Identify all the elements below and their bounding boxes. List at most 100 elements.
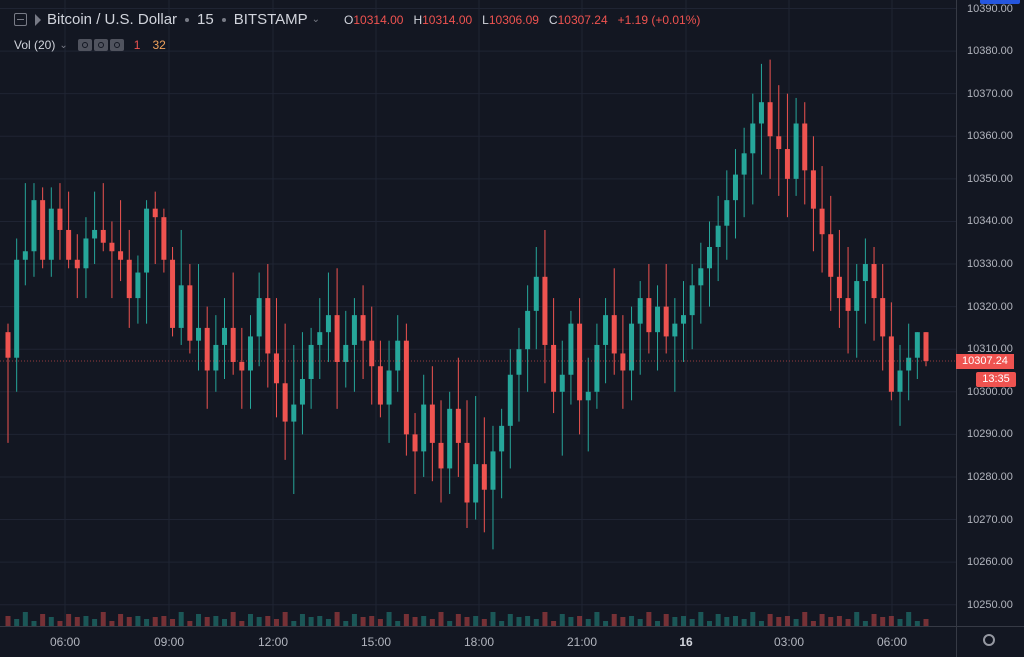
- candle: [611, 268, 617, 375]
- volume-bar: [672, 617, 678, 626]
- indicator-buttons: [77, 39, 124, 51]
- volume-bar: [369, 616, 375, 626]
- volume-bar: [429, 619, 435, 626]
- volume-bar: [48, 617, 54, 626]
- candle: [655, 285, 661, 371]
- candle-body: [499, 425, 505, 452]
- price-tick-label: 10360.00: [967, 130, 1013, 143]
- volume-bar: [577, 616, 583, 626]
- change-value: +1.19 (+0.01%): [617, 12, 701, 27]
- chevron-down-icon[interactable]: ⌄: [59, 39, 68, 51]
- gear-icon[interactable]: [983, 634, 995, 646]
- price-tick-label: 10260.00: [967, 556, 1013, 569]
- candle-body: [170, 259, 176, 328]
- candle: [464, 400, 470, 529]
- volume-bar: [213, 616, 219, 626]
- candle-body: [715, 225, 721, 247]
- volume-bar: [793, 619, 799, 626]
- exchange[interactable]: BITSTAMP: [233, 11, 308, 28]
- candle-body: [698, 268, 704, 286]
- candle: [620, 315, 626, 409]
- candle: [880, 264, 886, 371]
- candle: [750, 93, 756, 205]
- candle-body: [732, 174, 738, 201]
- candle: [559, 340, 565, 456]
- volume-bar: [40, 614, 46, 626]
- separator-dot: [185, 17, 190, 22]
- candle: [66, 191, 72, 269]
- chevron-down-icon[interactable]: ⌄: [311, 14, 321, 25]
- volume-bar: [594, 612, 600, 626]
- candle: [629, 306, 635, 401]
- candle: [646, 264, 652, 354]
- gear-icon[interactable]: [93, 39, 108, 51]
- volume-bar: [810, 621, 816, 626]
- candle: [542, 229, 548, 384]
- candle-body: [802, 123, 808, 171]
- candle: [57, 183, 63, 260]
- candle-body: [247, 336, 253, 371]
- candle: [767, 59, 773, 179]
- eye-icon[interactable]: [77, 39, 92, 51]
- candle-body: [403, 340, 409, 435]
- candle: [663, 264, 669, 354]
- volume-bar: [854, 612, 860, 626]
- candle: [836, 229, 842, 328]
- candle: [698, 242, 704, 324]
- volume-label[interactable]: Vol (20): [14, 38, 56, 52]
- chart-settings[interactable]: [956, 626, 1024, 657]
- volume-bar: [663, 614, 669, 626]
- candle-body: [161, 217, 167, 260]
- candle: [533, 246, 539, 350]
- high-value: 10314.00: [422, 12, 473, 27]
- candle: [862, 238, 868, 324]
- volume-ma-value: 32: [152, 38, 166, 52]
- volume-bar: [767, 614, 773, 626]
- collapse-icon[interactable]: [14, 13, 27, 26]
- candle-body: [369, 340, 375, 367]
- volume-bar: [871, 614, 877, 626]
- candle: [715, 195, 721, 282]
- candle: [447, 391, 453, 494]
- volume-bar: [828, 617, 834, 626]
- time-axis[interactable]: 06:00 09:00 12:00 15:00 18:00 21:00 16 03:00 06:…: [0, 626, 956, 657]
- candle-body: [585, 391, 591, 401]
- candle-body: [5, 332, 11, 358]
- candle-body: [412, 434, 418, 452]
- volume-bar: [152, 617, 158, 626]
- volume-bar: [299, 614, 305, 626]
- volume-bar: [377, 619, 383, 626]
- price-scale-button[interactable]: [956, 0, 1024, 8]
- candle-body: [83, 238, 89, 269]
- candle-body: [603, 315, 609, 345]
- candle: [100, 183, 106, 252]
- interval[interactable]: 15: [197, 11, 214, 28]
- candle: [135, 255, 141, 324]
- candle-body: [897, 370, 903, 392]
- volume-bar: [585, 619, 591, 626]
- candle: [516, 327, 522, 422]
- price-axis[interactable]: 10390.00 10380.00 10370.00 10360.00 10350.00…: [956, 0, 1024, 626]
- volume-bar: [620, 617, 626, 626]
- volume-bar: [845, 619, 851, 626]
- candle-body: [594, 344, 600, 392]
- candle-body: [40, 200, 46, 260]
- volume-bar: [542, 612, 548, 626]
- close-icon[interactable]: [109, 39, 124, 51]
- price-chart[interactable]: [0, 0, 956, 626]
- candle-body: [793, 123, 799, 179]
- low-value: 10306.09: [488, 12, 539, 27]
- candle-body: [343, 344, 349, 362]
- time-tick-label: 16: [679, 635, 693, 649]
- flag-icon[interactable]: [35, 13, 41, 26]
- symbol-name[interactable]: Bitcoin / U.S. Dollar: [47, 11, 178, 28]
- ohlc-values: O10314.00 H10314.00 L10306.09 C10307.24: [344, 13, 608, 27]
- candle: [732, 149, 738, 239]
- volume-bar: [343, 621, 349, 626]
- candle-body: [92, 229, 98, 239]
- volume-bar: [317, 616, 323, 626]
- high-key: H: [413, 12, 423, 27]
- candle-body: [273, 353, 279, 384]
- candle: [360, 285, 366, 380]
